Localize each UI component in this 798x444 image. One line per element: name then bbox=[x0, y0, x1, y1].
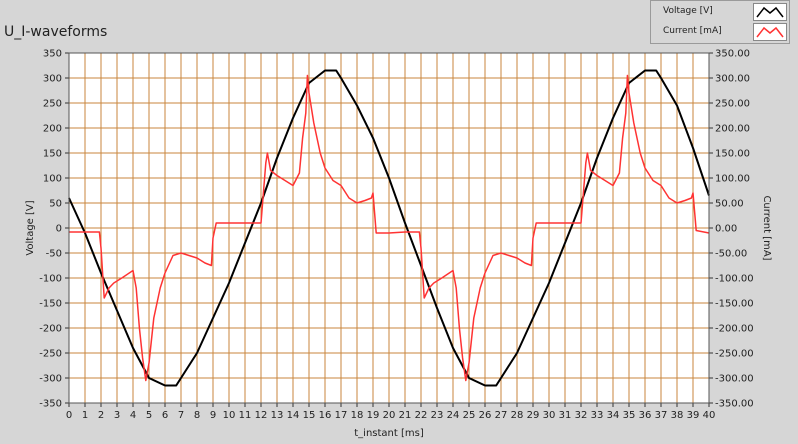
y2-axis-label: Current [mA] bbox=[761, 195, 772, 260]
x-tick-label: 8 bbox=[194, 410, 200, 421]
x-tick-label: 17 bbox=[335, 410, 348, 421]
y-tick-label: -300 bbox=[39, 374, 62, 385]
y2-tick-label: 300.00 bbox=[715, 74, 750, 85]
x-tick-label: 1 bbox=[82, 410, 88, 421]
y2-tick-label: -150.00 bbox=[715, 299, 754, 310]
x-tick-label: 21 bbox=[399, 410, 412, 421]
y-tick-label: 100 bbox=[43, 174, 62, 185]
x-tick-label: 35 bbox=[623, 410, 636, 421]
y2-tick-label: -250.00 bbox=[715, 349, 754, 360]
x-tick-label: 12 bbox=[255, 410, 268, 421]
x-tick-label: 18 bbox=[351, 410, 364, 421]
x-axis-ticks: 0 1 2 3 4 5 6 7 8 9 10 11 12 13 14 15 16 17 18 19 20 21 22 23 24… bbox=[66, 403, 716, 421]
x-tick-label: 16 bbox=[319, 410, 332, 421]
y2-tick-label: 100.00 bbox=[715, 174, 750, 185]
x-tick-label: 37 bbox=[655, 410, 668, 421]
series-lines bbox=[68, 69, 710, 387]
x-tick-label: 15 bbox=[303, 410, 316, 421]
x-tick-label: 39 bbox=[687, 410, 700, 421]
x-tick-label: 22 bbox=[415, 410, 428, 421]
x-tick-label: 10 bbox=[223, 410, 236, 421]
x-tick-label: 6 bbox=[162, 410, 168, 421]
x-tick-label: 30 bbox=[543, 410, 556, 421]
legend-swatch-current bbox=[753, 23, 787, 41]
x-tick-label: 4 bbox=[130, 410, 136, 421]
y2-axis-ticks: 350.00 300.00 250.00 200.00 150.00 100.00 50.0… bbox=[709, 49, 754, 410]
x-tick-label: 38 bbox=[671, 410, 684, 421]
y-axis-label: Voltage [V] bbox=[25, 200, 36, 255]
grid-lines bbox=[69, 53, 709, 403]
x-tick-label: 9 bbox=[210, 410, 216, 421]
y2-tick-label: 250.00 bbox=[715, 99, 750, 110]
y2-tick-label: 150.00 bbox=[715, 149, 750, 160]
x-tick-label: 33 bbox=[591, 410, 604, 421]
chart-legend: Voltage [V] Current [mA] bbox=[650, 0, 790, 44]
x-tick-label: 23 bbox=[431, 410, 444, 421]
legend-item-current: Current [mA] bbox=[651, 22, 789, 41]
plot-border bbox=[68, 52, 710, 404]
x-tick-label: 29 bbox=[527, 410, 540, 421]
y2-tick-label: -100.00 bbox=[715, 274, 754, 285]
legend-label-current: Current [mA] bbox=[663, 26, 722, 36]
x-tick-label: 0 bbox=[66, 410, 72, 421]
y2-tick-label: -300.00 bbox=[715, 374, 754, 385]
y2-tick-label: 0.00 bbox=[715, 224, 737, 235]
x-tick-label: 14 bbox=[287, 410, 300, 421]
x-tick-label: 25 bbox=[463, 410, 476, 421]
y-tick-label: -50 bbox=[46, 249, 62, 260]
y-tick-label: 250 bbox=[43, 99, 62, 110]
x-tick-label: 40 bbox=[703, 410, 716, 421]
y-tick-label: -100 bbox=[39, 274, 62, 285]
x-tick-label: 5 bbox=[146, 410, 152, 421]
chart-title: U_I-waveforms bbox=[4, 24, 108, 40]
legend-item-voltage: Voltage [V] bbox=[651, 2, 789, 21]
y-tick-label: 50 bbox=[49, 199, 62, 210]
y-axis-ticks: 350 300 250 200 150 100 50 0 -50 -100 -150 -200 -250… bbox=[39, 49, 69, 410]
y-tick-label: -200 bbox=[39, 324, 62, 335]
x-tick-label: 32 bbox=[575, 410, 588, 421]
x-tick-label: 34 bbox=[607, 410, 620, 421]
y2-tick-label: 200.00 bbox=[715, 124, 750, 135]
x-tick-label: 11 bbox=[239, 410, 252, 421]
x-tick-label: 27 bbox=[495, 410, 508, 421]
voltage-series-line bbox=[68, 69, 710, 387]
x-tick-label: 3 bbox=[114, 410, 120, 421]
y2-tick-label: -350.00 bbox=[715, 399, 754, 410]
x-tick-label: 26 bbox=[479, 410, 492, 421]
y-tick-label: 200 bbox=[43, 124, 62, 135]
legend-label-voltage: Voltage [V] bbox=[663, 6, 713, 16]
x-axis-label: t_instant [ms] bbox=[354, 428, 424, 439]
y-tick-label: 0 bbox=[56, 224, 62, 235]
y-tick-label: -250 bbox=[39, 349, 62, 360]
x-tick-label: 31 bbox=[559, 410, 572, 421]
legend-swatch-voltage bbox=[753, 3, 787, 21]
y2-tick-label: -200.00 bbox=[715, 324, 754, 335]
current-series-line bbox=[69, 74, 710, 382]
x-tick-label: 36 bbox=[639, 410, 652, 421]
x-tick-label: 13 bbox=[271, 410, 284, 421]
x-tick-label: 24 bbox=[447, 410, 460, 421]
y2-tick-label: 350.00 bbox=[715, 49, 750, 60]
x-tick-label: 7 bbox=[178, 410, 184, 421]
y-tick-label: 150 bbox=[43, 149, 62, 160]
y2-tick-label: -50.00 bbox=[715, 249, 747, 260]
x-tick-label: 2 bbox=[98, 410, 104, 421]
y-tick-label: -350 bbox=[39, 399, 62, 410]
y-tick-label: 350 bbox=[43, 49, 62, 60]
y-tick-label: 300 bbox=[43, 74, 62, 85]
x-tick-label: 20 bbox=[383, 410, 396, 421]
y2-tick-label: 50.00 bbox=[715, 199, 744, 210]
y-tick-label: -150 bbox=[39, 299, 62, 310]
x-tick-label: 19 bbox=[367, 410, 380, 421]
x-tick-label: 28 bbox=[511, 410, 524, 421]
